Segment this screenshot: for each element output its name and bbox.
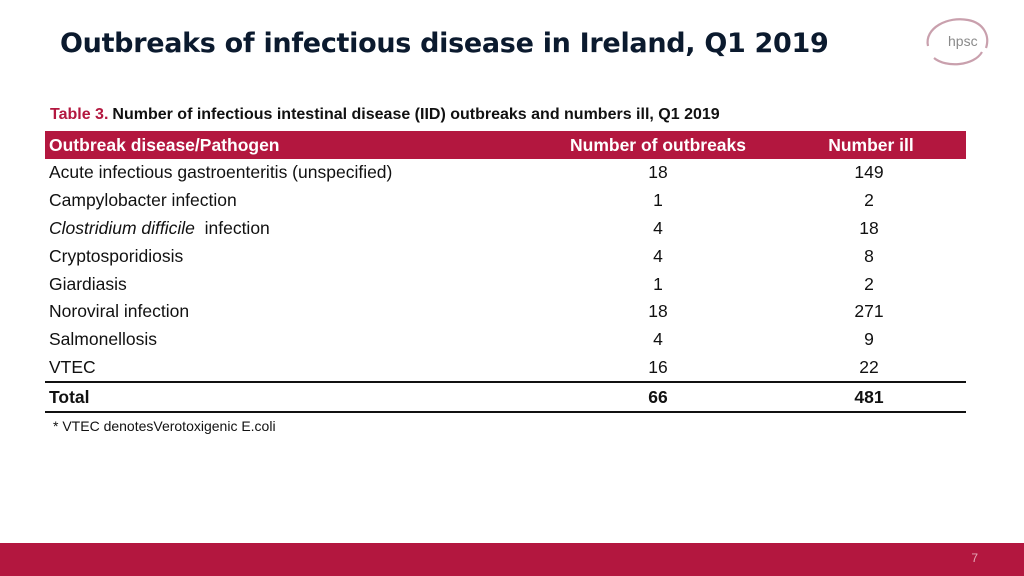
table-caption: Table 3. Number of infectious intestinal … — [50, 106, 720, 124]
table-row: Campylobacter infection 1 2 — [45, 187, 966, 215]
slide-title: Outbreaks of infectious disease in Irela… — [60, 28, 829, 59]
disease-cell: VTEC — [49, 356, 96, 377]
disease-italic-text: Clostridium difficile — [49, 217, 195, 238]
total-ill: 481 — [772, 381, 966, 414]
disease-cell: Clostridium difficile infection — [45, 215, 544, 243]
ill-cell: 271 — [854, 301, 884, 322]
ill-cell: 2 — [864, 190, 874, 211]
outbreaks-table: Outbreak disease/Pathogen Number of outb… — [45, 131, 966, 414]
table-row: Noroviral infection 18 271 — [45, 298, 966, 326]
disease-cell: Cryptosporidiosis — [49, 245, 184, 266]
outbreaks-cell: 1 — [653, 190, 663, 211]
disease-cell: Noroviral infection — [49, 301, 190, 322]
table-row: VTEC 16 22 — [45, 354, 966, 383]
table-header-row: Outbreak disease/Pathogen Number of outb… — [45, 131, 966, 159]
table-row: Salmonellosis 4 9 — [45, 326, 966, 354]
outbreaks-cell: 18 — [648, 301, 668, 322]
table-total-row: Total 66 481 — [45, 381, 966, 414]
ill-cell: 149 — [854, 162, 884, 183]
disease-cell: Acute infectious gastroenteritis (unspec… — [49, 162, 393, 183]
table-row: Acute infectious gastroenteritis (unspec… — [45, 159, 966, 187]
footer-bar: 7 — [0, 543, 1024, 576]
logo-ring-icon — [926, 18, 989, 66]
outbreaks-cell: 4 — [653, 245, 663, 266]
hpsc-logo: hpsc — [918, 14, 994, 70]
outbreaks-cell: 18 — [648, 162, 668, 183]
disease-text: infection — [204, 217, 270, 238]
disease-cell: Salmonellosis — [49, 329, 157, 350]
table-row: Giardiasis 1 2 — [45, 270, 966, 298]
ill-cell: 2 — [864, 273, 874, 294]
logo-text: hpsc — [948, 33, 978, 49]
ill-cell: 18 — [859, 217, 879, 238]
header-ill: Number ill — [772, 131, 966, 159]
ill-cell: 22 — [859, 356, 879, 377]
outbreaks-cell: 4 — [653, 217, 663, 238]
ill-cell: 9 — [864, 329, 874, 350]
table-caption-text: Number of infectious intestinal disease … — [112, 106, 720, 123]
header-outbreaks: Number of outbreaks — [544, 131, 772, 159]
ill-cell: 8 — [864, 245, 874, 266]
table-row: Clostridium difficile infection 4 18 — [45, 215, 966, 243]
outbreaks-cell: 4 — [653, 329, 663, 350]
disease-cell: Campylobacter infection — [49, 190, 237, 211]
table-caption-label: Table 3. — [50, 106, 109, 123]
header-disease: Outbreak disease/Pathogen — [45, 131, 544, 159]
table-row: Cryptosporidiosis 4 8 — [45, 242, 966, 270]
page-number: 7 — [971, 551, 978, 565]
outbreaks-cell: 16 — [648, 356, 668, 377]
outbreaks-cell: 1 — [653, 273, 663, 294]
total-label: Total — [45, 381, 544, 414]
total-outbreaks: 66 — [544, 381, 772, 414]
disease-cell: Giardiasis — [49, 273, 127, 294]
footnote: * VTEC denotesVerotoxigenic E.coli — [53, 418, 276, 434]
